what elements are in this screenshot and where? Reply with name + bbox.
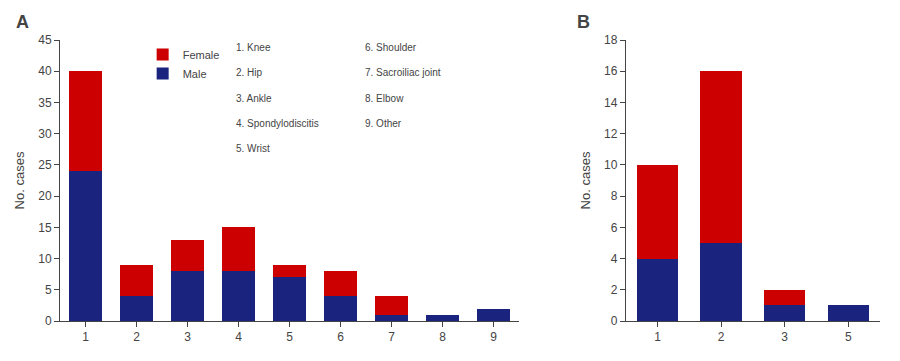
svg-text:20: 20 (38, 189, 52, 203)
svg-text:8. Elbow: 8. Elbow (365, 93, 404, 104)
svg-text:1. Knee: 1. Knee (236, 42, 271, 53)
svg-text:7. Sacroiliac joint: 7. Sacroiliac joint (365, 67, 441, 78)
svg-text:45: 45 (38, 33, 52, 47)
svg-text:3: 3 (781, 330, 788, 344)
svg-text:5: 5 (286, 330, 293, 344)
svg-text:Male: Male (183, 68, 207, 80)
svg-text:16: 16 (604, 64, 618, 78)
svg-text:6: 6 (337, 330, 344, 344)
svg-text:5: 5 (45, 283, 52, 297)
svg-text:10: 10 (604, 158, 618, 172)
svg-text:6: 6 (611, 221, 618, 235)
svg-text:4: 4 (235, 330, 242, 344)
svg-text:12: 12 (604, 127, 618, 141)
svg-text:3. Ankle: 3. Ankle (236, 93, 272, 104)
svg-text:A: A (16, 12, 29, 32)
svg-text:1: 1 (82, 330, 89, 344)
svg-text:8: 8 (611, 189, 618, 203)
svg-text:18: 18 (604, 33, 618, 47)
svg-text:0: 0 (45, 314, 52, 328)
svg-text:5: 5 (845, 330, 852, 344)
svg-text:9: 9 (490, 330, 497, 344)
svg-text:5. Wrist: 5. Wrist (236, 143, 270, 154)
svg-text:0: 0 (611, 314, 618, 328)
svg-text:30: 30 (38, 127, 52, 141)
svg-text:B: B (577, 12, 590, 32)
svg-text:14: 14 (604, 96, 618, 110)
svg-text:9. Other: 9. Other (365, 118, 402, 129)
svg-text:15: 15 (38, 221, 52, 235)
svg-text:2: 2 (611, 283, 618, 297)
svg-text:3: 3 (184, 330, 191, 344)
svg-text:8: 8 (439, 330, 446, 344)
svg-text:10: 10 (38, 252, 52, 266)
svg-text:No. cases: No. cases (578, 151, 593, 209)
svg-text:2. Hip: 2. Hip (236, 67, 263, 78)
svg-text:6. Shoulder: 6. Shoulder (365, 42, 417, 53)
svg-text:1: 1 (654, 330, 661, 344)
svg-text:2: 2 (718, 330, 725, 344)
svg-text:4. Spondylodiscitis: 4. Spondylodiscitis (236, 118, 319, 129)
svg-text:40: 40 (38, 64, 52, 78)
svg-text:4: 4 (611, 252, 618, 266)
svg-text:No. cases: No. cases (12, 151, 27, 209)
svg-text:7: 7 (388, 330, 395, 344)
svg-text:Female: Female (183, 49, 220, 61)
svg-text:25: 25 (38, 158, 52, 172)
svg-text:2: 2 (133, 330, 140, 344)
svg-text:35: 35 (38, 96, 52, 110)
